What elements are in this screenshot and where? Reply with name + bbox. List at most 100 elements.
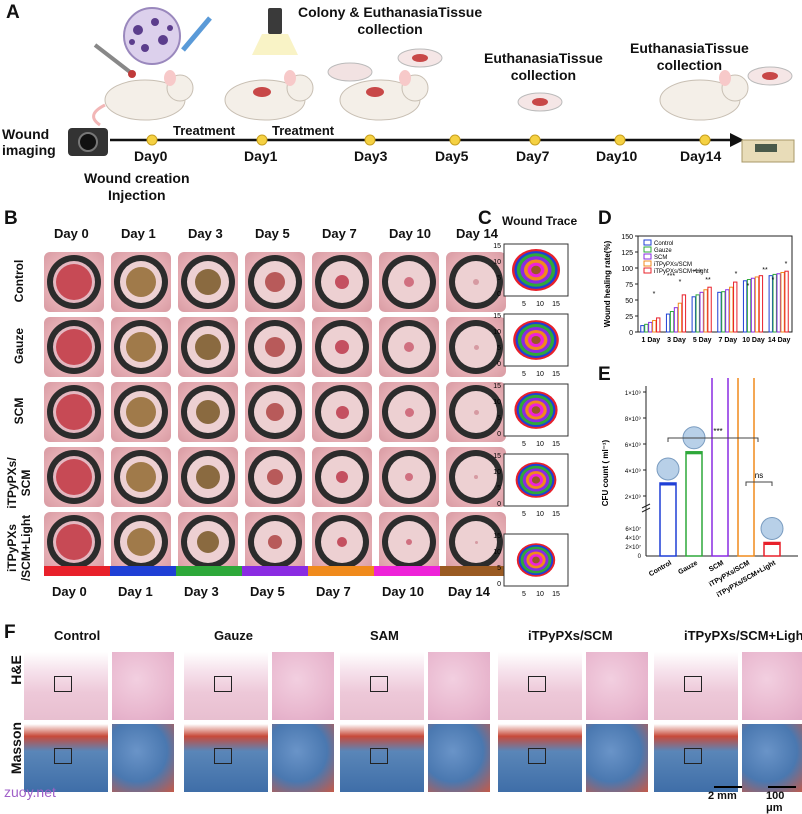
legend-label: Control — [654, 241, 673, 247]
axis-break — [641, 507, 651, 513]
trace-ytick: 15 — [493, 453, 501, 460]
day-header-3: Day 5 — [255, 226, 290, 241]
row-label-3: iTPyPXs/ SCM — [5, 457, 33, 509]
timeline-day-10: Day10 — [596, 148, 638, 164]
sig-bracket — [745, 481, 773, 486]
trace-shape — [531, 406, 541, 414]
wound-photo — [245, 512, 305, 572]
trace-ytick: 5 — [497, 275, 501, 282]
ytick-label: 0 — [638, 554, 642, 560]
masson-overview-image — [498, 724, 582, 792]
significance-label: * — [735, 271, 738, 278]
panel-e-letter: E — [598, 364, 611, 385]
flashlight-icon — [268, 8, 282, 34]
panel-a-illustration — [68, 7, 795, 163]
timeline-day-5: Day5 — [435, 148, 469, 164]
bacteria-plate-icon — [656, 457, 680, 481]
trace-ytick: 10 — [493, 549, 501, 556]
wound-photo — [312, 447, 372, 507]
zoom-region-box — [684, 676, 702, 692]
mouse-icon — [224, 70, 314, 121]
ytick-label: 4×10⁷ — [625, 535, 641, 542]
trace-ytick: 15 — [493, 533, 501, 540]
significance-label: *** — [667, 273, 675, 280]
bar — [780, 271, 785, 333]
wound-photo — [44, 447, 104, 507]
row-label-0: Control — [12, 259, 26, 303]
trace-ytick: 0 — [497, 431, 501, 438]
trace-xtick: 10 — [536, 591, 544, 598]
wound-photo — [245, 317, 305, 377]
trace-shape — [531, 476, 541, 484]
category-label: 5 Day — [693, 337, 712, 344]
bar — [677, 302, 683, 333]
trace-ytick: 15 — [493, 313, 501, 320]
bar — [695, 294, 700, 333]
ytick-label: 125 — [621, 250, 633, 257]
timeline-day-1: Day1 — [244, 148, 278, 164]
axis-break — [641, 503, 651, 509]
bar — [717, 291, 722, 333]
bar — [669, 311, 675, 333]
bar — [640, 325, 645, 333]
timeline-day-14: Day14 — [680, 148, 722, 164]
trace-xtick: 15 — [552, 441, 560, 448]
syringe-icon — [93, 43, 132, 74]
trace-ytick: 0 — [497, 501, 501, 508]
bar — [725, 289, 730, 333]
bar — [758, 275, 764, 333]
row-label-4: iTPyPXs /SCM+Light — [5, 514, 33, 582]
bottom-day-label-1: Day 1 — [118, 584, 153, 599]
bar — [699, 291, 704, 333]
trace-xtick: 15 — [552, 591, 560, 598]
legend-swatch — [643, 246, 652, 253]
ytick-label: 75 — [625, 282, 633, 289]
wound-photo — [178, 252, 238, 312]
trace-ytick: 0 — [497, 361, 501, 368]
trace-ytick: 5 — [497, 415, 501, 422]
euthanasia-label-2: EuthanasiaTissue collection — [630, 40, 749, 73]
significance-label: * — [785, 261, 788, 268]
zoom-region-box — [684, 748, 702, 764]
significance-label: * — [747, 283, 750, 290]
masson-zoom-image — [428, 724, 490, 792]
wound-photo — [379, 512, 439, 572]
wound-photo — [178, 512, 238, 572]
zoom-region-box — [54, 748, 72, 764]
color-bar-segment — [308, 566, 374, 576]
category-label: 14 Day — [768, 337, 791, 344]
color-bar-segment — [440, 566, 506, 576]
day-header-0: Day 0 — [54, 226, 89, 241]
scale-label-2mm: 2 mm — [708, 790, 737, 802]
trace-shape — [531, 265, 541, 275]
bacteria-dish-icon — [123, 7, 181, 65]
wound-photo — [379, 252, 439, 312]
wound-creation-label: Wound creation Injection — [84, 170, 190, 203]
ytick-label: 100 — [621, 266, 633, 273]
wound-photo — [379, 317, 439, 377]
wound-photo — [379, 447, 439, 507]
panel-c-letter: C — [478, 208, 492, 229]
day-header-2: Day 3 — [188, 226, 223, 241]
bar — [776, 273, 781, 333]
wound-trace-plot: 15 10 5 0 5 10 15 — [493, 313, 569, 378]
histology-column-label-4: iTPyPXs/SCM+Light — [684, 628, 802, 643]
bar — [768, 275, 773, 333]
wound-photo — [111, 382, 171, 442]
bar — [685, 451, 703, 557]
wound-photo — [446, 252, 506, 312]
trace-xtick: 5 — [522, 301, 526, 308]
bottom-day-label-3: Day 5 — [250, 584, 285, 599]
color-bar-segment — [242, 566, 308, 576]
sig-bracket — [667, 437, 759, 442]
ytick-label: 0 — [629, 330, 633, 337]
masson-zoom-image — [272, 724, 334, 792]
color-bar-segment — [374, 566, 440, 576]
bar-top — [660, 483, 676, 486]
bottom-day-label-0: Day 0 — [52, 584, 87, 599]
ytick-label: 25 — [625, 314, 633, 321]
histology-column-label-1: Gauze — [214, 628, 254, 643]
treatment-label-1: Treatment — [173, 123, 236, 138]
wound-imaging-label: Wound imaging — [2, 126, 56, 158]
trace-xtick: 10 — [536, 511, 544, 518]
